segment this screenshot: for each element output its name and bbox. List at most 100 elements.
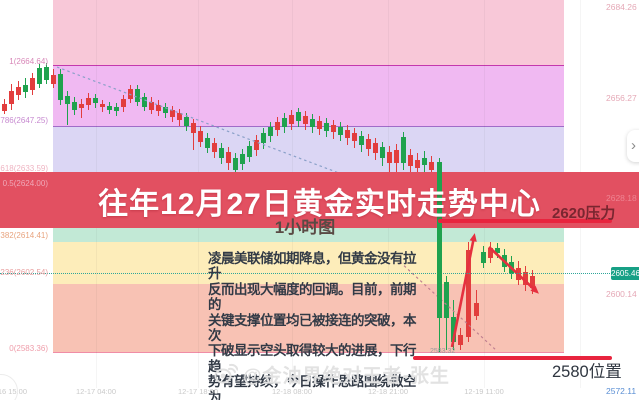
- right-axis-price-label: 2600.14: [606, 289, 637, 299]
- candle: [317, 121, 322, 129]
- candle-wick: [81, 99, 82, 118]
- candle: [303, 116, 308, 124]
- candle: [156, 105, 161, 111]
- candle: [331, 125, 336, 132]
- analysis-line: 凌晨美联储如期降息，但黄金没有拉升: [208, 251, 417, 282]
- right-axis-price-label: 2628.18: [606, 193, 637, 203]
- fib-label: 0.382(2614.41): [0, 231, 48, 240]
- time-axis-label: 12-18 08:00: [271, 387, 313, 396]
- candle: [380, 147, 385, 158]
- fib-band: [53, 0, 564, 65]
- analysis-line: 势有望持续，今日操作思路围绕做空为: [208, 374, 417, 400]
- candle: [324, 123, 329, 131]
- candle: [387, 152, 392, 163]
- session-low-label: 2583.32: [430, 348, 456, 355]
- candle: [495, 248, 500, 253]
- candle: [121, 99, 126, 107]
- candle: [107, 106, 112, 110]
- candle: [338, 127, 343, 135]
- fib-band: [53, 242, 564, 284]
- candle: [100, 104, 105, 107]
- fib-label: 0.5(2624.00): [2, 179, 48, 188]
- candle: [415, 160, 420, 168]
- fib-label: 0.618(2633.59): [0, 164, 48, 173]
- time-axis-label: 12-17 18:00: [177, 387, 219, 396]
- candle: [474, 303, 479, 316]
- candle: [310, 119, 315, 127]
- time-axis-label: 12-17 04:00: [75, 387, 117, 396]
- analysis-text-block: 凌晨美联储如期降息，但黄金没有拉升 反而出现大幅度的回调。目前，前期的 关键支撑…: [208, 251, 418, 400]
- current-price-dotted-line: [0, 273, 612, 274]
- candle: [240, 154, 245, 164]
- candle: [205, 138, 210, 148]
- candle: [233, 158, 238, 170]
- right-axis-price-label: 2656.27: [606, 93, 637, 103]
- support-line-2580: [413, 356, 612, 360]
- time-axis-label: 12-18 21:00: [367, 387, 409, 396]
- candle: [401, 137, 406, 163]
- candle: [451, 317, 456, 342]
- fib-label: 0.786(2647.25): [0, 116, 48, 125]
- candle: [212, 143, 217, 152]
- watermark-text: @金油界绝对王者-张生: [243, 365, 450, 387]
- candle: [219, 148, 224, 158]
- candle: [65, 96, 70, 104]
- fib-band: [53, 284, 564, 352]
- candle: [466, 250, 471, 337]
- candle: [268, 127, 273, 136]
- candle: [275, 122, 280, 130]
- analysis-line: 关键支撑位置均已被接连的突破，本次: [208, 312, 417, 344]
- fib-band: [53, 228, 564, 242]
- candle: [488, 248, 493, 258]
- candle: [191, 123, 196, 133]
- fib-level-line: [53, 352, 564, 353]
- page-title: 往年12月27日黄金实时走势中心: [98, 188, 541, 221]
- watermark: @金油界绝对王者-张生: [214, 362, 450, 387]
- candle: [408, 155, 413, 166]
- candle: [296, 112, 301, 121]
- chevron-right-button[interactable]: ›: [627, 130, 639, 162]
- candle: [2, 104, 7, 111]
- fib-label: 0.236(2602.54): [0, 268, 48, 277]
- candle: [23, 85, 28, 92]
- candle: [170, 110, 175, 117]
- fib-label: 1(2664.64): [9, 57, 48, 66]
- fib-band: [53, 126, 564, 175]
- candle: [135, 89, 140, 102]
- timeframe-label: 1小时图: [274, 218, 336, 237]
- resistance-label: 2620压力: [552, 205, 616, 222]
- candle: [345, 130, 350, 138]
- candle: [114, 107, 119, 111]
- candle: [530, 276, 535, 288]
- candle: [16, 87, 21, 95]
- candle: [373, 143, 378, 153]
- candle: [394, 150, 399, 163]
- candle: [254, 140, 259, 150]
- candle: [429, 162, 434, 170]
- candle: [128, 89, 133, 99]
- candle: [458, 335, 463, 345]
- candle-wick: [193, 119, 194, 150]
- candle: [58, 74, 63, 100]
- candle: [444, 282, 449, 318]
- candle: [359, 136, 364, 145]
- fib-label: 0(2583.36): [9, 344, 48, 353]
- candle: [261, 133, 266, 143]
- candle: [437, 162, 442, 318]
- candle: [366, 139, 371, 149]
- candle: [247, 146, 252, 157]
- candle: [163, 107, 168, 113]
- candle: [289, 115, 294, 124]
- right-axis-price-label: 2684.26: [606, 2, 637, 12]
- candle: [282, 118, 287, 127]
- resistance-line-2620: [438, 219, 612, 223]
- current-price-badge: 2605.46: [611, 267, 639, 280]
- candle-wick: [67, 91, 68, 125]
- candle: [198, 131, 203, 142]
- candle: [523, 272, 528, 285]
- fib-level-line: [53, 126, 564, 127]
- analysis-line: 反而出现大幅度的回调。目前，前期的: [208, 281, 417, 313]
- candle: [226, 152, 231, 163]
- weibo-eye-icon: [214, 363, 238, 384]
